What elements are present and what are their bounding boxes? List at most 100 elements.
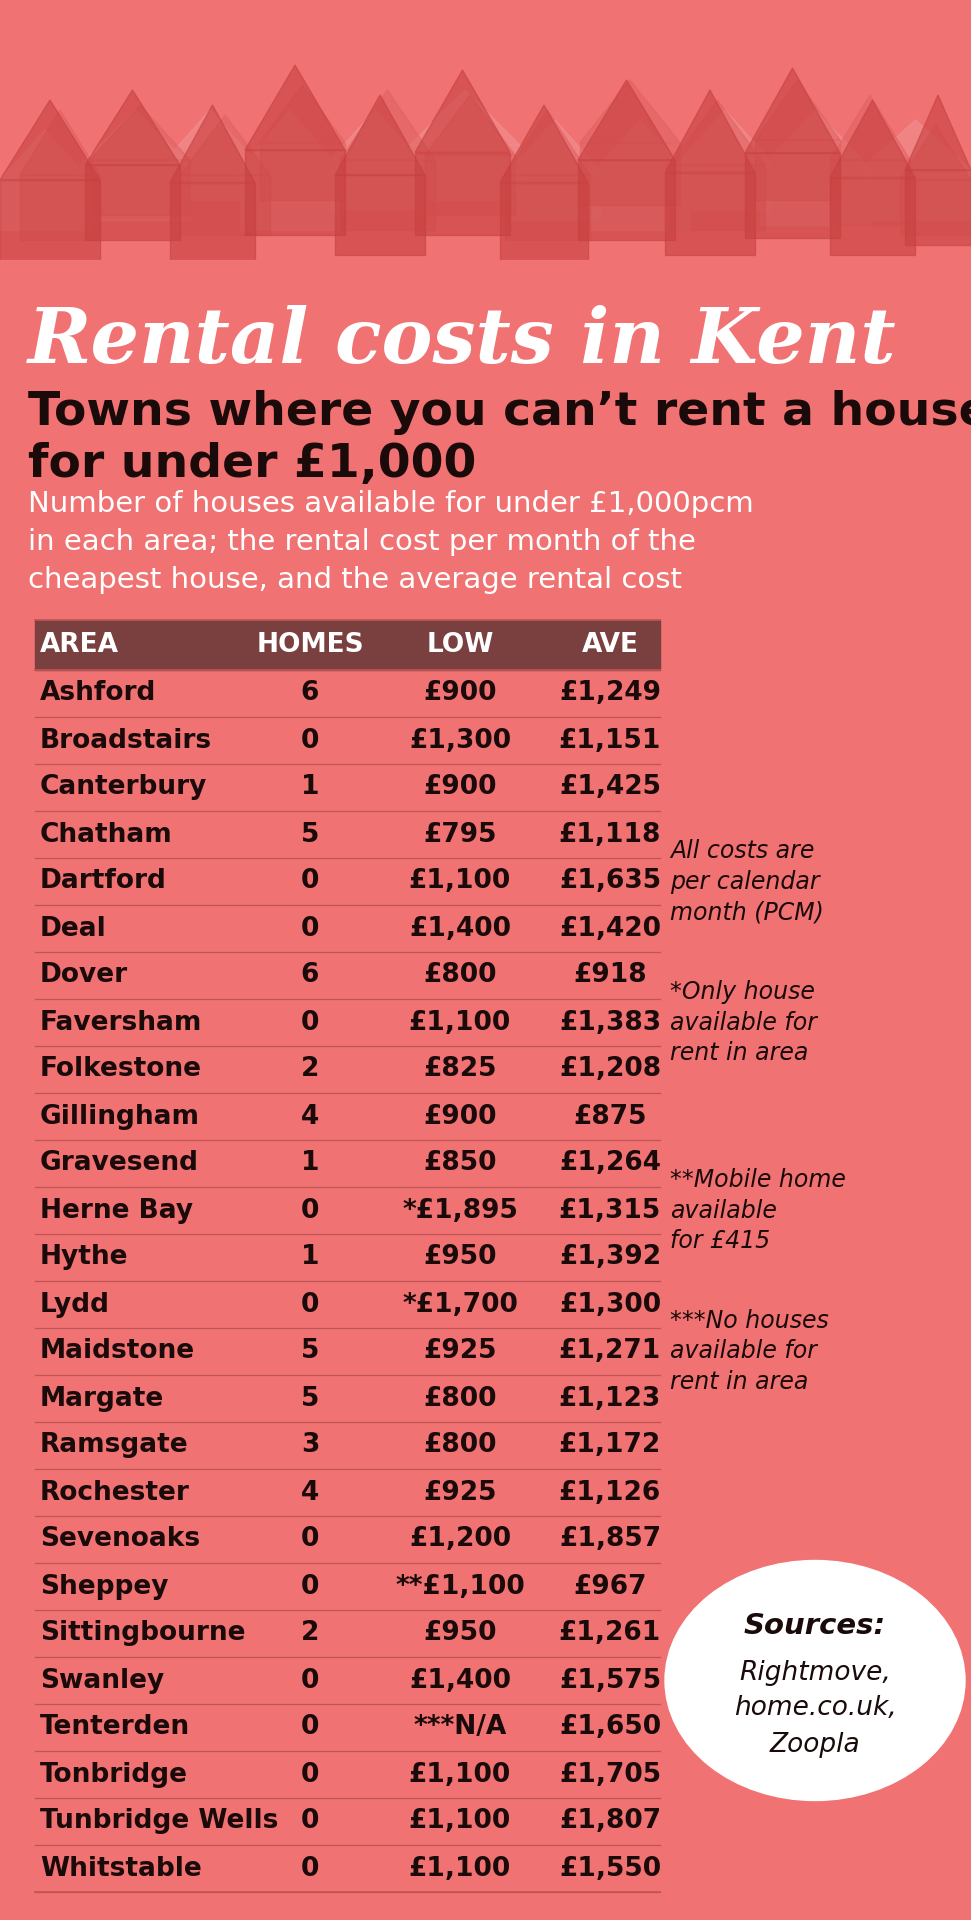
Text: All costs are
per calendar
month (PCM): All costs are per calendar month (PCM): [670, 839, 823, 924]
Text: Ramsgate: Ramsgate: [40, 1432, 188, 1459]
Bar: [35, 620, 660, 670]
Text: 1: 1: [301, 774, 319, 801]
Bar: [0, 180, 100, 259]
Text: £1,100: £1,100: [409, 868, 511, 895]
Text: 2: 2: [301, 1056, 319, 1083]
Text: £1,126: £1,126: [559, 1480, 661, 1505]
Text: £1,705: £1,705: [559, 1761, 661, 1788]
Text: £1,123: £1,123: [559, 1386, 661, 1411]
Text: Maidstone: Maidstone: [40, 1338, 195, 1365]
Text: Herne Bay: Herne Bay: [40, 1198, 193, 1223]
Text: Dartford: Dartford: [40, 868, 167, 895]
Text: Sevenoaks: Sevenoaks: [40, 1526, 200, 1553]
Bar: [665, 173, 755, 255]
Bar: [90, 159, 190, 215]
Text: Sittingbourne: Sittingbourne: [40, 1620, 246, 1647]
Text: Folkestone: Folkestone: [40, 1056, 202, 1083]
Polygon shape: [830, 94, 910, 159]
Bar: [425, 156, 515, 215]
Polygon shape: [340, 90, 435, 159]
Text: £1,575: £1,575: [559, 1667, 661, 1693]
Bar: [260, 142, 345, 200]
Polygon shape: [510, 119, 600, 171]
Text: £850: £850: [423, 1150, 497, 1177]
Polygon shape: [85, 90, 180, 165]
Text: Deal: Deal: [40, 916, 107, 941]
Polygon shape: [505, 109, 590, 175]
Polygon shape: [578, 81, 675, 159]
Text: £925: £925: [423, 1480, 497, 1505]
Polygon shape: [905, 94, 971, 171]
Polygon shape: [760, 109, 870, 167]
Text: £1,550: £1,550: [559, 1855, 661, 1882]
Polygon shape: [500, 106, 588, 182]
Polygon shape: [860, 119, 971, 171]
Bar: [905, 171, 971, 246]
Text: Canterbury: Canterbury: [40, 774, 208, 801]
Text: £1,118: £1,118: [559, 822, 661, 847]
Bar: [860, 171, 971, 221]
Bar: [415, 152, 510, 234]
Polygon shape: [425, 94, 515, 156]
Polygon shape: [410, 90, 520, 146]
Text: 0: 0: [301, 1809, 319, 1834]
Text: £1,208: £1,208: [559, 1056, 661, 1083]
Bar: [670, 165, 765, 230]
Polygon shape: [665, 90, 755, 173]
Text: £900: £900: [423, 774, 497, 801]
Text: ***No houses
available for
rent in area: ***No houses available for rent in area: [670, 1309, 829, 1394]
Text: Rochester: Rochester: [40, 1480, 190, 1505]
Text: Lydd: Lydd: [40, 1292, 110, 1317]
Bar: [85, 165, 180, 240]
Text: 1: 1: [301, 1244, 319, 1271]
Text: 0: 0: [301, 916, 319, 941]
Text: 6: 6: [301, 962, 319, 989]
Text: £1,392: £1,392: [559, 1244, 661, 1271]
Text: £950: £950: [423, 1244, 497, 1271]
Text: £1,172: £1,172: [559, 1432, 661, 1459]
Polygon shape: [745, 67, 840, 154]
Text: 0: 0: [301, 1292, 319, 1317]
Polygon shape: [330, 109, 420, 159]
Text: £1,264: £1,264: [559, 1150, 661, 1177]
Text: AVE: AVE: [582, 632, 639, 659]
Text: 0: 0: [301, 1715, 319, 1741]
Bar: [590, 175, 690, 230]
Bar: [830, 159, 910, 225]
Text: £1,857: £1,857: [559, 1526, 661, 1553]
Text: 2: 2: [301, 1620, 319, 1647]
Text: £1,420: £1,420: [559, 916, 661, 941]
Bar: [20, 175, 100, 240]
Text: £800: £800: [423, 1386, 497, 1411]
Text: Broadstairs: Broadstairs: [40, 728, 212, 753]
Bar: [505, 175, 590, 240]
Text: £925: £925: [423, 1338, 497, 1365]
Text: HOMES: HOMES: [256, 632, 364, 659]
Bar: [500, 182, 588, 259]
Text: AREA: AREA: [40, 632, 119, 659]
Text: Sources:: Sources:: [744, 1611, 887, 1640]
Text: *£1,895: *£1,895: [402, 1198, 518, 1223]
Text: £1,635: £1,635: [559, 868, 661, 895]
Text: £1,315: £1,315: [559, 1198, 661, 1223]
Text: Swanley: Swanley: [40, 1667, 164, 1693]
Bar: [745, 154, 840, 238]
Text: Gillingham: Gillingham: [40, 1104, 200, 1129]
Bar: [760, 167, 870, 225]
Polygon shape: [755, 81, 840, 140]
Text: £1,100: £1,100: [409, 1761, 511, 1788]
Polygon shape: [0, 131, 90, 180]
Polygon shape: [670, 100, 765, 165]
Polygon shape: [170, 106, 255, 182]
Text: £1,300: £1,300: [409, 728, 511, 753]
Text: Rightmove,
home.co.uk,
Zoopla: Rightmove, home.co.uk, Zoopla: [734, 1659, 896, 1757]
Bar: [510, 171, 600, 221]
Text: LOW: LOW: [426, 632, 493, 659]
Text: Gravesend: Gravesend: [40, 1150, 199, 1177]
Text: Dover: Dover: [40, 962, 128, 989]
Bar: [240, 171, 340, 230]
Text: £825: £825: [423, 1056, 497, 1083]
Text: 0: 0: [301, 1198, 319, 1223]
Text: Margate: Margate: [40, 1386, 164, 1411]
Bar: [0, 259, 971, 309]
